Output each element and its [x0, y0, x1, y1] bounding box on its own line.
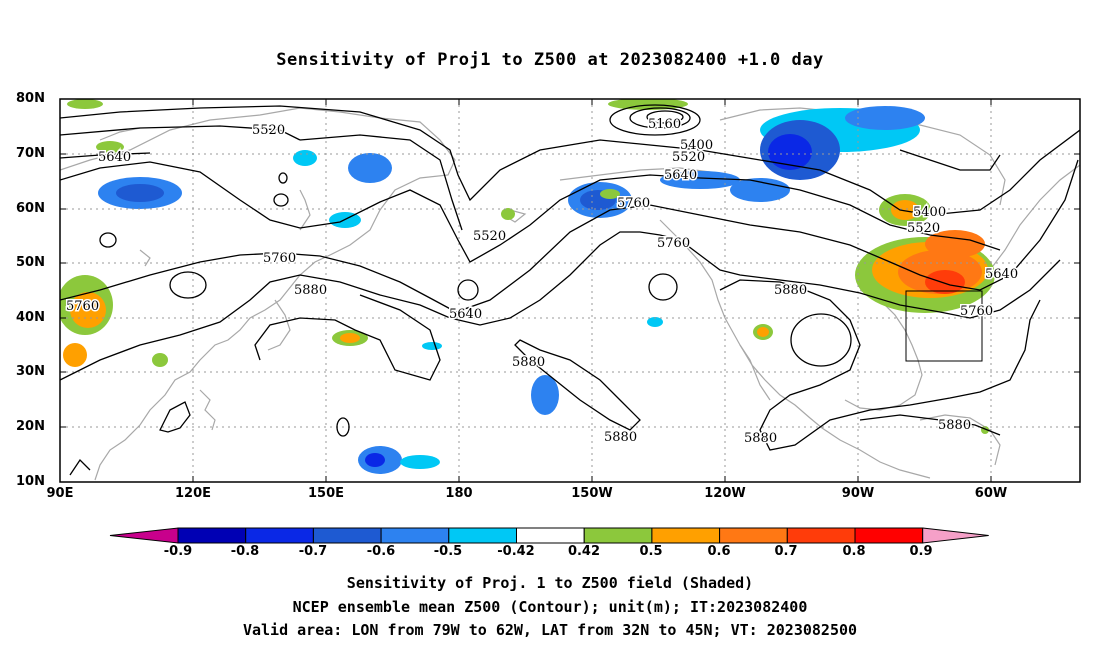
lon-tick: 120W [704, 486, 746, 501]
chart-title: Sensitivity of Proj1 to Z500 at 20230824… [276, 50, 824, 70]
lon-tick: 150W [571, 486, 613, 501]
contour-label: 5400 [913, 205, 946, 220]
colorbar-label: 0.9 [909, 544, 933, 559]
lat-tick: 60N [16, 201, 45, 216]
contour-label: 5520 [907, 221, 940, 236]
contour-label: 5640 [449, 307, 482, 322]
contour-label: 5520 [672, 150, 705, 165]
contour-label: 5880 [604, 430, 637, 445]
contour-label: 5400 [680, 138, 713, 153]
colorbar-cell [583, 527, 653, 544]
contour-label: 5640 [98, 150, 131, 165]
valid-area-box [905, 290, 983, 362]
colorbar-label: -0.8 [230, 544, 260, 559]
colorbar-label: 0.7 [774, 544, 798, 559]
grid-lines [60, 99, 1080, 482]
map-frame [59, 98, 1081, 483]
colorbar-label: -0.7 [298, 544, 328, 559]
contour-label: 5760 [263, 251, 296, 266]
contour-label: 5880 [512, 355, 545, 370]
colorbar-cell [448, 527, 517, 544]
contour-label: 5160 [648, 117, 681, 132]
contour-label: 5880 [774, 283, 807, 298]
lat-tick: 30N [16, 364, 45, 379]
lon-tick: 180 [445, 486, 473, 501]
lat-tick: 50N [16, 255, 45, 270]
colorbar-cell [516, 527, 585, 544]
colorbar-label: 0.42 [567, 544, 601, 559]
lat-tick: 10N [16, 474, 45, 489]
colorbar-label: -0.6 [366, 544, 396, 559]
contour-label: 5640 [664, 168, 697, 183]
contour-label: 5880 [744, 431, 777, 446]
colorbar-label: -0.9 [163, 544, 193, 559]
caption-shading: Sensitivity of Proj. 1 to Z500 field (Sh… [346, 574, 754, 592]
colorbar-cell [719, 527, 788, 544]
contour-label: 5880 [938, 418, 971, 433]
colorbar-label: -0.5 [433, 544, 463, 559]
contour-label: 5520 [473, 229, 506, 244]
colorbar-cell [312, 527, 382, 544]
contour-label: 5760 [66, 299, 99, 314]
tick-marks [60, 99, 1080, 482]
lat-tick: 80N [16, 91, 45, 106]
lat-tick: 70N [16, 146, 45, 161]
colorbar-cell [854, 527, 924, 544]
contour-label: 5520 [252, 123, 285, 138]
contour-label-group: 5160 5400 5520 5640 5760 5880 5520 5640 … [65, 116, 1020, 448]
colorbar-cell [177, 527, 247, 544]
caption-contour: NCEP ensemble mean Z500 (Contour); unit(… [292, 598, 808, 616]
colorbar-cell [651, 527, 721, 544]
z500-contours [60, 104, 1080, 476]
lat-tick: 20N [16, 419, 45, 434]
colorbar-cell [786, 527, 856, 544]
colorbar-label: 0.5 [639, 544, 663, 559]
lon-tick: 120E [174, 486, 212, 501]
colorbar-cell [380, 527, 450, 544]
contour-label: 5760 [657, 236, 690, 251]
caption-valid-area: Valid area: LON from 79W to 62W, LAT fro… [242, 621, 858, 639]
colorbar-label: 0.8 [842, 544, 866, 559]
lon-tick: 150E [307, 486, 345, 501]
lon-tick: 60W [974, 486, 1008, 501]
lon-tick: 90E [46, 486, 74, 501]
colorbar-cell-min [109, 527, 179, 544]
contour-label: 5760 [617, 196, 650, 211]
contour-label: 5760 [960, 304, 993, 319]
colorbar-cell-max [922, 527, 989, 544]
lon-tick: 90W [841, 486, 875, 501]
colorbar [109, 527, 989, 544]
colorbar-label: 0.6 [707, 544, 731, 559]
sensitivity-shading [60, 99, 995, 474]
colorbar-cell [245, 527, 314, 544]
colorbar-label: -0.42 [497, 544, 535, 559]
contour-label: 5640 [985, 267, 1018, 282]
lat-tick: 40N [16, 310, 45, 325]
contour-label: 5880 [294, 283, 327, 298]
